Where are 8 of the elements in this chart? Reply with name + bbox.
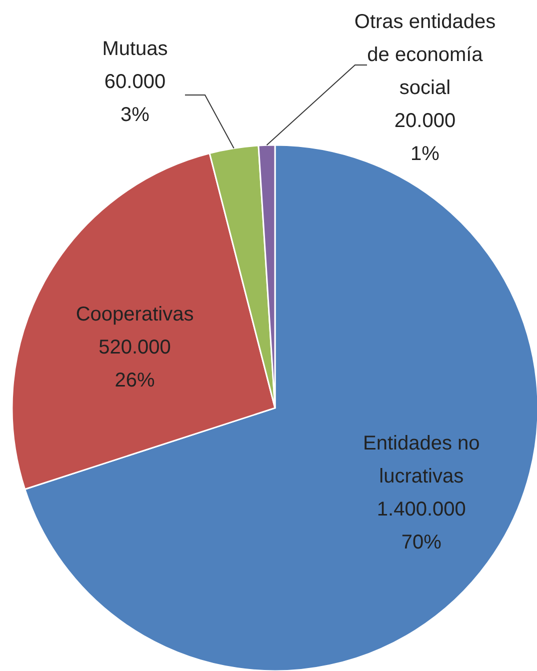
slice-label: Otras entidades de economía social bbox=[354, 11, 496, 99]
slice-label: Mutuas bbox=[102, 38, 168, 60]
data-label: 20.000 1% bbox=[394, 110, 456, 165]
data-label: 60.000 3% bbox=[104, 71, 166, 126]
slice-label: Entidades no lucrativas bbox=[363, 432, 480, 488]
data-label: 1.400.000 70% bbox=[376, 498, 466, 554]
data-label: 520.000 26% bbox=[98, 336, 171, 392]
slice-label: Cooperativas bbox=[76, 304, 194, 326]
